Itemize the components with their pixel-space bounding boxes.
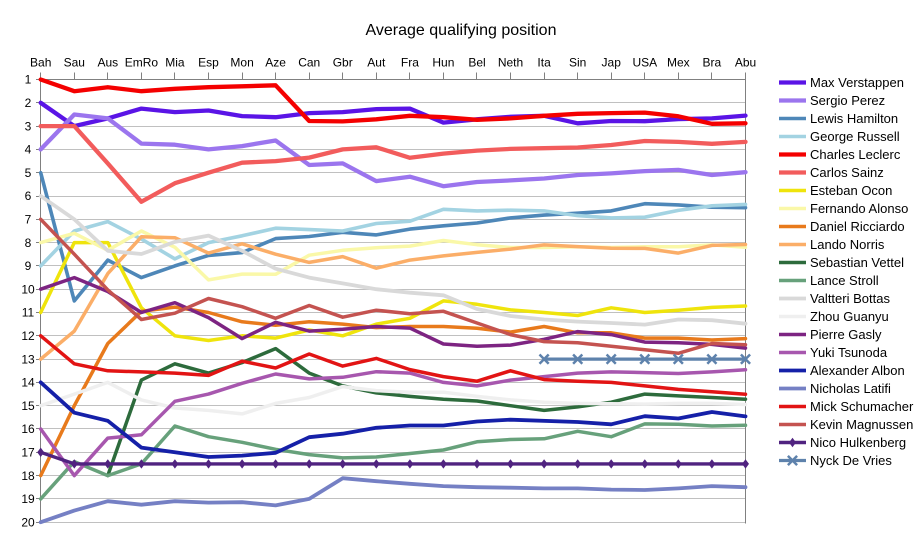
svg-text:Sergio Perez: Sergio Perez <box>810 93 885 108</box>
svg-text:9: 9 <box>25 259 32 273</box>
svg-text:17: 17 <box>21 446 35 460</box>
svg-text:Zhou Guanyu: Zhou Guanyu <box>810 309 889 324</box>
svg-text:Lando Norris: Lando Norris <box>810 237 885 252</box>
svg-text:8: 8 <box>25 236 32 250</box>
svg-text:Mick Schumacher: Mick Schumacher <box>810 399 914 414</box>
svg-text:Bel: Bel <box>468 56 485 70</box>
svg-text:Can: Can <box>298 56 320 70</box>
svg-text:Jap: Jap <box>602 56 622 70</box>
svg-text:Charles Leclerc: Charles Leclerc <box>810 147 901 162</box>
svg-text:Sebastian Vettel: Sebastian Vettel <box>810 255 904 270</box>
svg-text:5: 5 <box>25 166 32 180</box>
svg-text:Lance Stroll: Lance Stroll <box>810 273 879 288</box>
svg-text:Hun: Hun <box>432 56 454 70</box>
svg-text:16: 16 <box>21 422 35 436</box>
svg-text:Daniel Ricciardo: Daniel Ricciardo <box>810 219 905 234</box>
svg-text:Fernando Alonso: Fernando Alonso <box>810 201 908 216</box>
svg-text:Sau: Sau <box>64 56 85 70</box>
svg-text:Mia: Mia <box>165 56 185 70</box>
svg-text:Ita: Ita <box>537 56 551 70</box>
svg-text:Valtteri Bottas: Valtteri Bottas <box>810 291 890 306</box>
svg-text:7: 7 <box>25 213 32 227</box>
svg-text:Aut: Aut <box>367 56 386 70</box>
svg-text:Alexander Albon: Alexander Albon <box>810 363 905 378</box>
svg-text:Aus: Aus <box>97 56 118 70</box>
svg-text:Nyck De Vries: Nyck De Vries <box>810 453 892 468</box>
svg-text:Lewis Hamilton: Lewis Hamilton <box>810 111 898 126</box>
svg-text:4: 4 <box>25 143 32 157</box>
svg-text:2: 2 <box>25 96 32 110</box>
svg-text:Nicholas Latifi: Nicholas Latifi <box>810 381 891 396</box>
svg-text:Bra: Bra <box>703 56 722 70</box>
svg-text:EmRo: EmRo <box>125 56 159 70</box>
svg-text:11: 11 <box>22 306 35 320</box>
svg-text:15: 15 <box>21 399 35 413</box>
svg-text:Pierre Gasly: Pierre Gasly <box>810 327 882 342</box>
svg-text:Carlos Sainz: Carlos Sainz <box>810 165 884 180</box>
svg-text:13: 13 <box>21 352 35 366</box>
svg-text:Aze: Aze <box>265 56 286 70</box>
svg-text:Max Verstappen: Max Verstappen <box>810 75 904 90</box>
svg-text:12: 12 <box>21 329 35 343</box>
svg-text:18: 18 <box>21 469 35 483</box>
svg-text:USA: USA <box>632 56 657 70</box>
svg-text:6: 6 <box>25 189 32 203</box>
svg-text:Mex: Mex <box>667 56 690 70</box>
svg-text:3: 3 <box>25 119 32 133</box>
svg-text:Average qualifying position: Average qualifying position <box>366 22 557 39</box>
svg-text:1: 1 <box>25 73 32 87</box>
svg-text:Yuki Tsunoda: Yuki Tsunoda <box>810 345 888 360</box>
svg-text:Esp: Esp <box>198 56 219 70</box>
svg-text:George Russell: George Russell <box>810 129 900 144</box>
svg-text:Sin: Sin <box>569 56 586 70</box>
svg-text:Esteban Ocon: Esteban Ocon <box>810 183 892 198</box>
svg-text:20: 20 <box>21 515 35 529</box>
svg-text:Mon: Mon <box>230 56 253 70</box>
svg-text:Bah: Bah <box>30 56 51 70</box>
svg-text:Neth: Neth <box>498 56 523 70</box>
svg-text:Kevin Magnussen: Kevin Magnussen <box>810 417 913 432</box>
svg-text:10: 10 <box>21 282 35 296</box>
svg-text:Abu: Abu <box>735 56 756 70</box>
svg-text:Nico Hulkenberg: Nico Hulkenberg <box>810 435 906 450</box>
svg-text:14: 14 <box>21 376 35 390</box>
svg-text:Gbr: Gbr <box>333 56 353 70</box>
svg-text:19: 19 <box>21 492 35 506</box>
svg-text:Fra: Fra <box>401 56 419 70</box>
